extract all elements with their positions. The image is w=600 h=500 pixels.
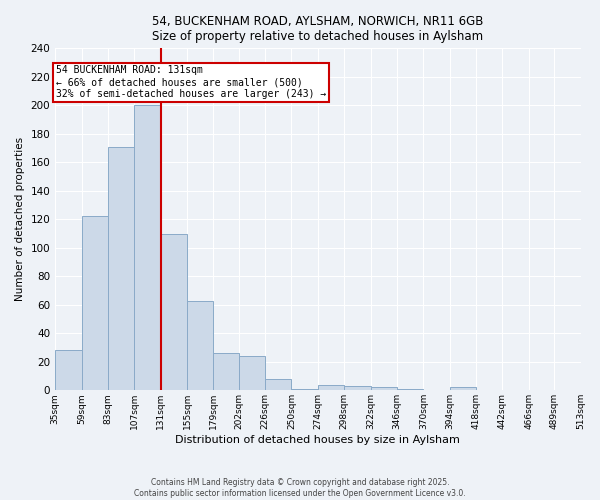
Bar (161, 234, 187, 390)
Bar (239, 356, 265, 390)
Bar (450, 388, 476, 390)
Bar (344, 386, 371, 390)
Bar (371, 388, 397, 390)
Text: Contains HM Land Registry data © Crown copyright and database right 2025.
Contai: Contains HM Land Registry data © Crown c… (134, 478, 466, 498)
Title: 54, BUCKENHAM ROAD, AYLSHAM, NORWICH, NR11 6GB
Size of property relative to deta: 54, BUCKENHAM ROAD, AYLSHAM, NORWICH, NR… (152, 15, 484, 43)
X-axis label: Distribution of detached houses by size in Aylsham: Distribution of detached houses by size … (175, 435, 460, 445)
Bar (187, 300, 214, 390)
Bar (134, 106, 161, 391)
Bar (318, 384, 344, 390)
Bar (82, 216, 108, 390)
Y-axis label: Number of detached properties: Number of detached properties (15, 137, 25, 302)
Text: 54 BUCKENHAM ROAD: 131sqm
← 66% of detached houses are smaller (500)
32% of semi: 54 BUCKENHAM ROAD: 131sqm ← 66% of detac… (56, 66, 326, 98)
Bar (265, 379, 292, 390)
Bar (292, 389, 318, 390)
Bar (55, 350, 82, 391)
Bar (214, 353, 239, 391)
Bar (397, 389, 424, 390)
Bar (108, 146, 134, 390)
